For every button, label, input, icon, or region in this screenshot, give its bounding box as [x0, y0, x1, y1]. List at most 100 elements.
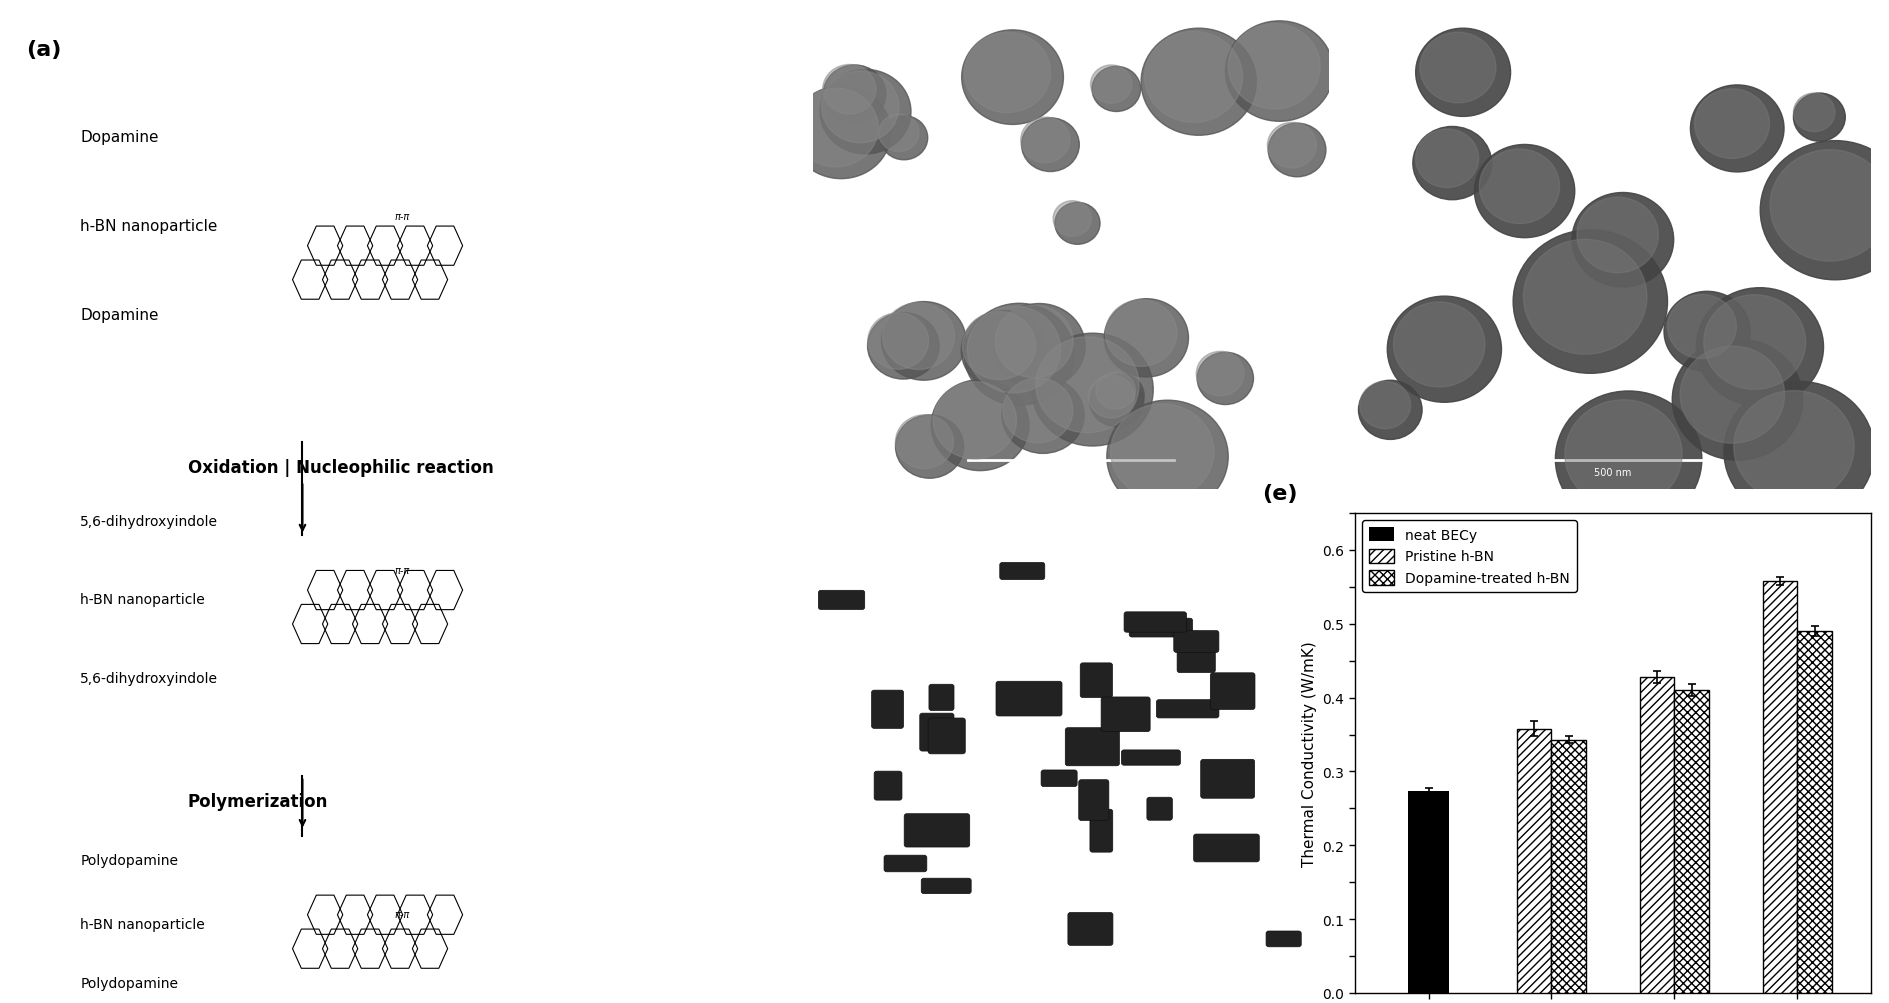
- Circle shape: [963, 33, 1050, 113]
- Circle shape: [1111, 404, 1213, 500]
- Circle shape: [867, 313, 927, 370]
- Circle shape: [994, 304, 1084, 389]
- Circle shape: [1103, 299, 1188, 377]
- FancyBboxPatch shape: [1101, 697, 1150, 732]
- FancyBboxPatch shape: [884, 856, 926, 872]
- Text: (e): (e): [1262, 483, 1296, 504]
- Circle shape: [1224, 22, 1334, 122]
- Circle shape: [1035, 337, 1139, 433]
- Circle shape: [967, 307, 1060, 393]
- FancyBboxPatch shape: [818, 591, 865, 610]
- Text: π-π: π-π: [395, 910, 410, 920]
- FancyBboxPatch shape: [1173, 631, 1218, 653]
- Circle shape: [1387, 297, 1500, 403]
- Circle shape: [820, 70, 910, 154]
- FancyBboxPatch shape: [1067, 913, 1113, 946]
- FancyBboxPatch shape: [1147, 797, 1171, 820]
- Circle shape: [1090, 66, 1132, 104]
- Circle shape: [1523, 240, 1645, 355]
- Circle shape: [1702, 296, 1804, 390]
- FancyBboxPatch shape: [927, 718, 965, 754]
- Text: h-BN nanoparticle: h-BN nanoparticle: [79, 219, 217, 234]
- Bar: [1762, 582, 1796, 993]
- Circle shape: [880, 116, 927, 160]
- Circle shape: [1770, 150, 1889, 262]
- Circle shape: [822, 65, 875, 115]
- Circle shape: [1479, 149, 1558, 225]
- Circle shape: [962, 312, 1035, 380]
- Text: Dopamine: Dopamine: [79, 130, 159, 145]
- Circle shape: [963, 304, 1073, 406]
- Y-axis label: Thermal Conductivity (W/mK): Thermal Conductivity (W/mK): [1302, 641, 1317, 866]
- Text: Dopamine: Dopamine: [79, 307, 159, 322]
- Circle shape: [1196, 353, 1252, 405]
- Text: 5,6-dihydroxyindole: 5,6-dihydroxyindole: [79, 515, 217, 529]
- Circle shape: [933, 382, 1016, 459]
- Circle shape: [1105, 301, 1177, 367]
- Bar: [1551, 740, 1585, 993]
- Circle shape: [1358, 382, 1409, 429]
- FancyBboxPatch shape: [1120, 750, 1181, 765]
- FancyBboxPatch shape: [1124, 612, 1186, 633]
- Circle shape: [1003, 378, 1073, 443]
- FancyBboxPatch shape: [1090, 809, 1113, 853]
- Circle shape: [1689, 86, 1783, 173]
- Circle shape: [1415, 129, 1477, 189]
- Circle shape: [1020, 118, 1079, 173]
- Circle shape: [1092, 67, 1141, 112]
- Circle shape: [1564, 400, 1681, 510]
- Bar: [1517, 729, 1551, 993]
- Text: π-π: π-π: [395, 212, 410, 222]
- Circle shape: [1694, 289, 1823, 406]
- FancyBboxPatch shape: [929, 685, 954, 711]
- Circle shape: [867, 313, 939, 380]
- Circle shape: [1054, 204, 1099, 245]
- Circle shape: [1145, 32, 1241, 123]
- FancyBboxPatch shape: [903, 813, 969, 848]
- Text: π-π: π-π: [395, 566, 410, 576]
- Circle shape: [895, 415, 963, 478]
- FancyBboxPatch shape: [871, 690, 903, 728]
- Text: Polydopamine: Polydopamine: [79, 976, 178, 990]
- Bar: [1640, 677, 1674, 993]
- FancyBboxPatch shape: [1041, 770, 1077, 786]
- Text: h-BN nanoparticle: h-BN nanoparticle: [79, 917, 204, 931]
- Circle shape: [1020, 118, 1069, 163]
- Circle shape: [1358, 381, 1421, 440]
- Circle shape: [880, 302, 965, 381]
- Text: 1 μm: 1 μm: [839, 961, 867, 971]
- FancyBboxPatch shape: [996, 682, 1062, 716]
- Circle shape: [1759, 141, 1889, 281]
- Circle shape: [1513, 231, 1666, 374]
- Circle shape: [1392, 303, 1485, 387]
- Text: 500 nm: 500 nm: [1594, 467, 1630, 477]
- Text: (c): (c): [1364, 24, 1398, 44]
- FancyBboxPatch shape: [1081, 663, 1113, 698]
- Circle shape: [1141, 29, 1256, 136]
- Text: h-BN nanoparticle: h-BN nanoparticle: [79, 593, 204, 607]
- FancyBboxPatch shape: [999, 563, 1045, 580]
- Circle shape: [1662, 292, 1749, 372]
- Circle shape: [1096, 373, 1135, 409]
- Circle shape: [1694, 89, 1768, 159]
- Circle shape: [1793, 94, 1844, 142]
- Circle shape: [962, 311, 1047, 391]
- Bar: [1674, 690, 1708, 993]
- Legend: neat BECy, Pristine h-BN, Dopamine-treated h-BN: neat BECy, Pristine h-BN, Dopamine-treat…: [1362, 521, 1575, 593]
- Circle shape: [1031, 334, 1152, 446]
- FancyBboxPatch shape: [1177, 644, 1215, 673]
- Text: (d): (d): [822, 528, 859, 548]
- Circle shape: [962, 31, 1064, 125]
- Circle shape: [1098, 374, 1143, 417]
- Bar: [1407, 791, 1449, 993]
- Circle shape: [1666, 295, 1736, 359]
- FancyBboxPatch shape: [1079, 780, 1109, 820]
- Circle shape: [1793, 94, 1834, 132]
- Circle shape: [1228, 24, 1320, 110]
- Circle shape: [1419, 33, 1494, 103]
- Circle shape: [895, 415, 952, 469]
- Text: (a): (a): [26, 39, 62, 59]
- FancyBboxPatch shape: [1266, 931, 1300, 947]
- Circle shape: [1572, 194, 1674, 288]
- Circle shape: [1415, 29, 1509, 117]
